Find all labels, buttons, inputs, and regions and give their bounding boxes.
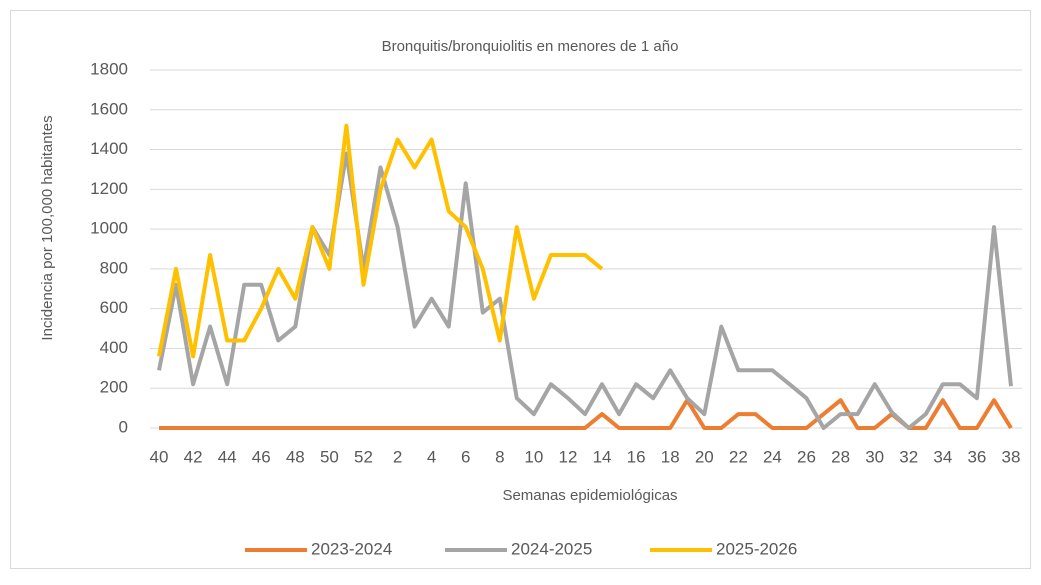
x-tick-label: 34 — [933, 447, 952, 466]
x-tick-label: 48 — [286, 447, 305, 466]
x-tick-label: 14 — [593, 447, 612, 466]
x-tick-label: 50 — [320, 447, 339, 466]
x-tick-label: 42 — [184, 447, 203, 466]
x-tick-label: 40 — [150, 447, 169, 466]
x-tick-label: 36 — [967, 447, 986, 466]
x-tick-label: 30 — [865, 447, 884, 466]
x-tick-label: 20 — [695, 447, 714, 466]
x-axis-title: Semanas epidemiológicas — [502, 487, 677, 504]
x-tick-label: 4 — [427, 447, 436, 466]
x-tick-label: 44 — [218, 447, 237, 466]
series-line — [157, 123, 604, 359]
x-tick-label: 6 — [461, 447, 470, 466]
y-tick-label: 1800 — [90, 59, 128, 78]
y-tick-label: 1600 — [90, 99, 128, 118]
y-tick-label: 400 — [100, 338, 128, 357]
x-tick-label: 10 — [524, 447, 543, 466]
chart-border — [10, 10, 1031, 569]
y-tick-label: 1000 — [90, 219, 128, 238]
legend-label: 2025-2026 — [716, 539, 797, 558]
legend-label: 2024-2025 — [511, 539, 592, 558]
x-tick-label: 46 — [252, 447, 271, 466]
y-tick-label: 800 — [100, 258, 128, 277]
x-tick-label: 8 — [495, 447, 504, 466]
x-tick-label: 24 — [763, 447, 782, 466]
x-tick-label: 28 — [831, 447, 850, 466]
y-tick-label: 1400 — [90, 139, 128, 158]
x-tick-label: 18 — [661, 447, 680, 466]
series-line — [157, 151, 1013, 430]
legend-label: 2023-2024 — [311, 539, 392, 558]
chart-title: Bronquitis/bronquiolitis en menores de 1… — [382, 38, 679, 55]
x-tick-label: 32 — [899, 447, 918, 466]
y-axis-title: Incidencia por 100,000 habitantes — [39, 115, 56, 340]
series-line — [159, 398, 1013, 430]
x-tick-label: 2 — [393, 447, 402, 466]
x-tick-label: 22 — [729, 447, 748, 466]
x-tick-label: 26 — [797, 447, 816, 466]
x-tick-label: 12 — [558, 447, 577, 466]
x-tick-label: 52 — [354, 447, 373, 466]
y-tick-label: 200 — [100, 378, 128, 397]
y-tick-label: 0 — [119, 417, 128, 436]
y-tick-label: 600 — [100, 298, 128, 317]
x-tick-label: 16 — [627, 447, 646, 466]
y-tick-label: 1200 — [90, 179, 128, 198]
x-tick-label: 38 — [1002, 447, 1021, 466]
